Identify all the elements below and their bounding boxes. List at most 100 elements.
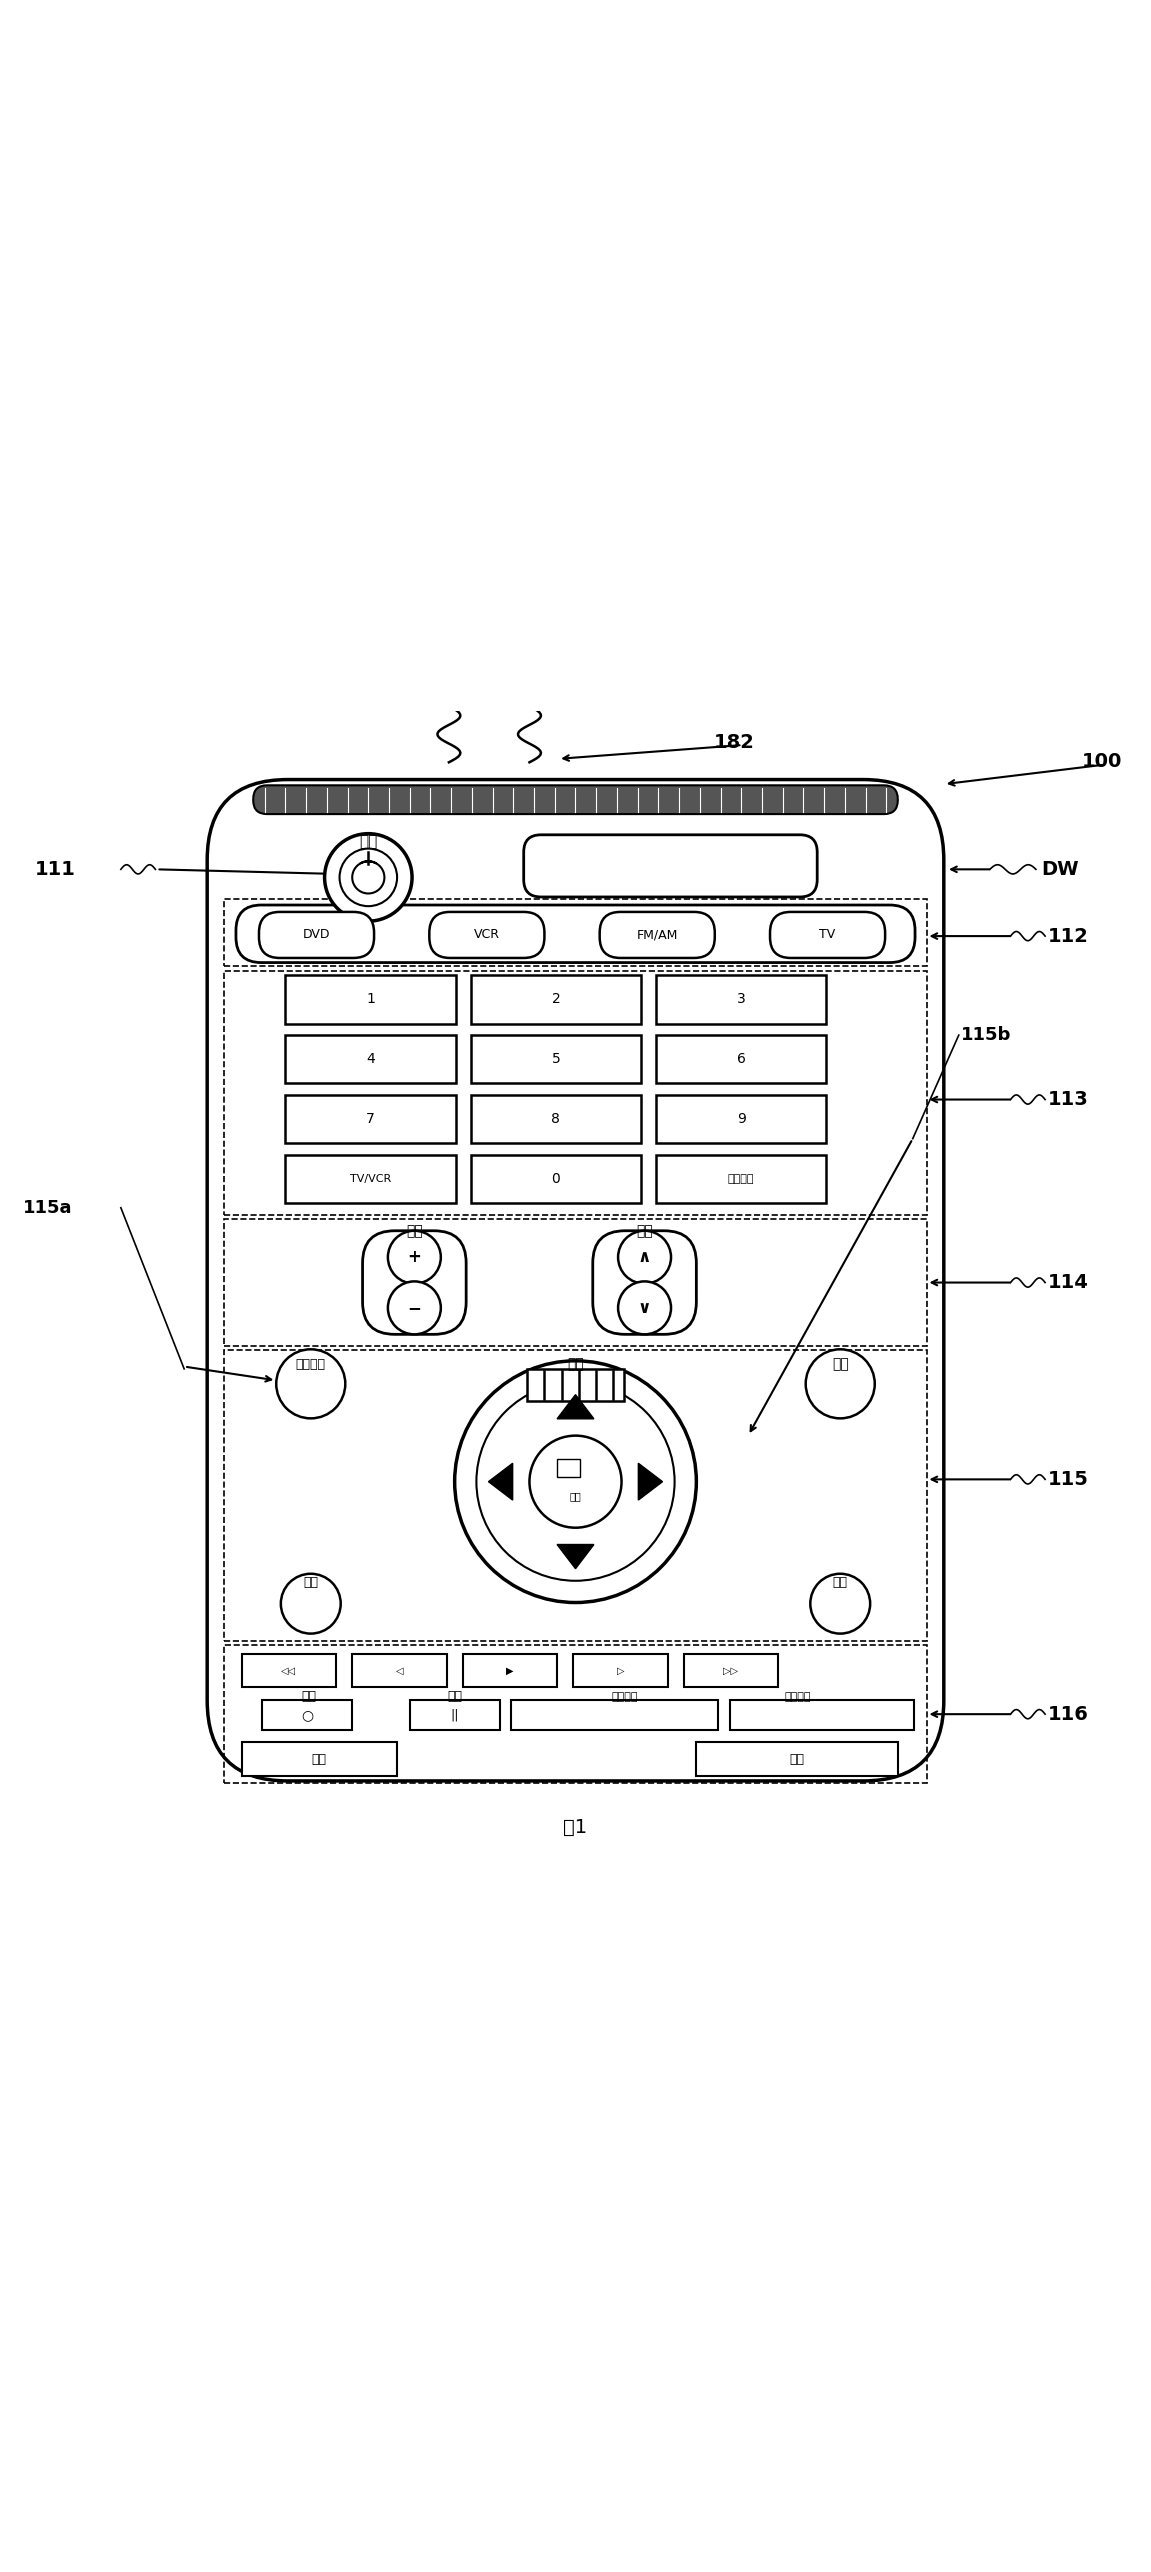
Bar bbox=[656, 1155, 826, 1204]
Text: TV: TV bbox=[820, 928, 836, 941]
FancyBboxPatch shape bbox=[236, 905, 915, 962]
Text: ▷: ▷ bbox=[617, 1667, 624, 1674]
Text: 电源: 电源 bbox=[359, 833, 378, 849]
Text: 频道: 频道 bbox=[637, 1224, 653, 1237]
Bar bbox=[471, 975, 641, 1024]
Bar bbox=[224, 1350, 927, 1641]
Bar bbox=[352, 1654, 447, 1687]
Text: 记录: 记录 bbox=[300, 1690, 317, 1703]
Text: 6: 6 bbox=[737, 1052, 746, 1067]
FancyBboxPatch shape bbox=[524, 836, 817, 898]
Bar bbox=[224, 970, 927, 1214]
Text: ○: ○ bbox=[302, 1708, 313, 1723]
FancyBboxPatch shape bbox=[363, 1232, 466, 1335]
Text: 8: 8 bbox=[551, 1111, 561, 1127]
Circle shape bbox=[340, 849, 397, 905]
Bar bbox=[224, 1219, 927, 1345]
Circle shape bbox=[276, 1350, 345, 1417]
Circle shape bbox=[388, 1232, 441, 1283]
Bar bbox=[410, 1700, 500, 1731]
Text: 5: 5 bbox=[551, 1052, 561, 1067]
Bar bbox=[471, 1034, 641, 1083]
Text: +: + bbox=[407, 1247, 421, 1265]
Text: 114: 114 bbox=[1047, 1273, 1089, 1291]
Text: 音量: 音量 bbox=[406, 1224, 422, 1237]
Text: 115a: 115a bbox=[23, 1199, 73, 1217]
Bar bbox=[656, 1034, 826, 1083]
Text: 取消: 取消 bbox=[832, 1358, 848, 1371]
Bar bbox=[471, 1155, 641, 1204]
Bar bbox=[684, 1654, 778, 1687]
Text: 预约记录: 预约记录 bbox=[611, 1692, 639, 1703]
Text: 100: 100 bbox=[1082, 751, 1122, 772]
Text: 外部输入: 外部输入 bbox=[727, 1173, 755, 1183]
Bar bbox=[285, 1034, 456, 1083]
Text: 消音: 消音 bbox=[832, 1577, 848, 1589]
Bar bbox=[656, 1096, 826, 1145]
Text: DW: DW bbox=[1042, 859, 1080, 880]
Polygon shape bbox=[639, 1463, 663, 1499]
Text: 4: 4 bbox=[366, 1052, 375, 1067]
Circle shape bbox=[455, 1361, 696, 1602]
FancyBboxPatch shape bbox=[770, 913, 885, 957]
Bar bbox=[696, 1741, 898, 1777]
Bar bbox=[463, 1654, 557, 1687]
Bar bbox=[242, 1654, 336, 1687]
Text: −: − bbox=[407, 1299, 421, 1317]
Text: 116: 116 bbox=[1047, 1705, 1089, 1723]
Text: DVD: DVD bbox=[303, 928, 330, 941]
Bar bbox=[224, 900, 927, 967]
Text: 3: 3 bbox=[737, 993, 746, 1006]
Text: 0: 0 bbox=[551, 1173, 561, 1186]
Bar bbox=[573, 1654, 668, 1687]
Bar bbox=[262, 1700, 352, 1731]
Text: 115b: 115b bbox=[961, 1026, 1012, 1044]
Text: 暂停: 暂停 bbox=[447, 1690, 463, 1703]
Text: 2: 2 bbox=[551, 993, 561, 1006]
Text: 113: 113 bbox=[1047, 1091, 1088, 1109]
Circle shape bbox=[806, 1350, 875, 1417]
Text: ∨: ∨ bbox=[638, 1299, 651, 1317]
Text: ||: || bbox=[450, 1708, 459, 1721]
Polygon shape bbox=[488, 1463, 512, 1499]
Text: 115: 115 bbox=[1047, 1469, 1089, 1489]
Bar bbox=[527, 1368, 624, 1402]
Text: ∧: ∧ bbox=[638, 1247, 651, 1265]
Text: 1: 1 bbox=[366, 993, 375, 1006]
Text: 图1: 图1 bbox=[564, 1818, 587, 1836]
Text: 菜单: 菜单 bbox=[567, 1358, 584, 1371]
Text: ▷▷: ▷▷ bbox=[723, 1667, 739, 1674]
Bar bbox=[224, 1646, 927, 1782]
Circle shape bbox=[388, 1281, 441, 1335]
Bar bbox=[285, 1155, 456, 1204]
Text: ◁◁: ◁◁ bbox=[281, 1667, 297, 1674]
Text: ◁: ◁ bbox=[396, 1667, 403, 1674]
Polygon shape bbox=[557, 1394, 594, 1420]
Bar bbox=[242, 1741, 397, 1777]
FancyBboxPatch shape bbox=[600, 913, 715, 957]
Bar bbox=[656, 975, 826, 1024]
Circle shape bbox=[810, 1574, 870, 1633]
Circle shape bbox=[529, 1435, 622, 1528]
Text: 182: 182 bbox=[714, 733, 755, 751]
Bar bbox=[511, 1700, 718, 1731]
Circle shape bbox=[477, 1384, 674, 1582]
FancyBboxPatch shape bbox=[259, 913, 374, 957]
Text: VCR: VCR bbox=[474, 928, 500, 941]
Text: FM/AM: FM/AM bbox=[637, 928, 678, 941]
Text: ▶: ▶ bbox=[506, 1667, 513, 1674]
Bar bbox=[285, 1096, 456, 1145]
Text: 112: 112 bbox=[1047, 926, 1089, 946]
Bar bbox=[730, 1700, 914, 1731]
Circle shape bbox=[281, 1574, 341, 1633]
Text: 震动模式: 震动模式 bbox=[296, 1358, 326, 1371]
FancyBboxPatch shape bbox=[253, 784, 898, 815]
Text: 输入: 输入 bbox=[570, 1492, 581, 1502]
Circle shape bbox=[325, 833, 412, 921]
FancyBboxPatch shape bbox=[429, 913, 544, 957]
Text: 记录速度: 记录速度 bbox=[784, 1692, 811, 1703]
Text: 字幕: 字幕 bbox=[311, 1752, 327, 1764]
Text: 返回: 返回 bbox=[303, 1577, 319, 1589]
Circle shape bbox=[618, 1232, 671, 1283]
Polygon shape bbox=[557, 1546, 594, 1569]
